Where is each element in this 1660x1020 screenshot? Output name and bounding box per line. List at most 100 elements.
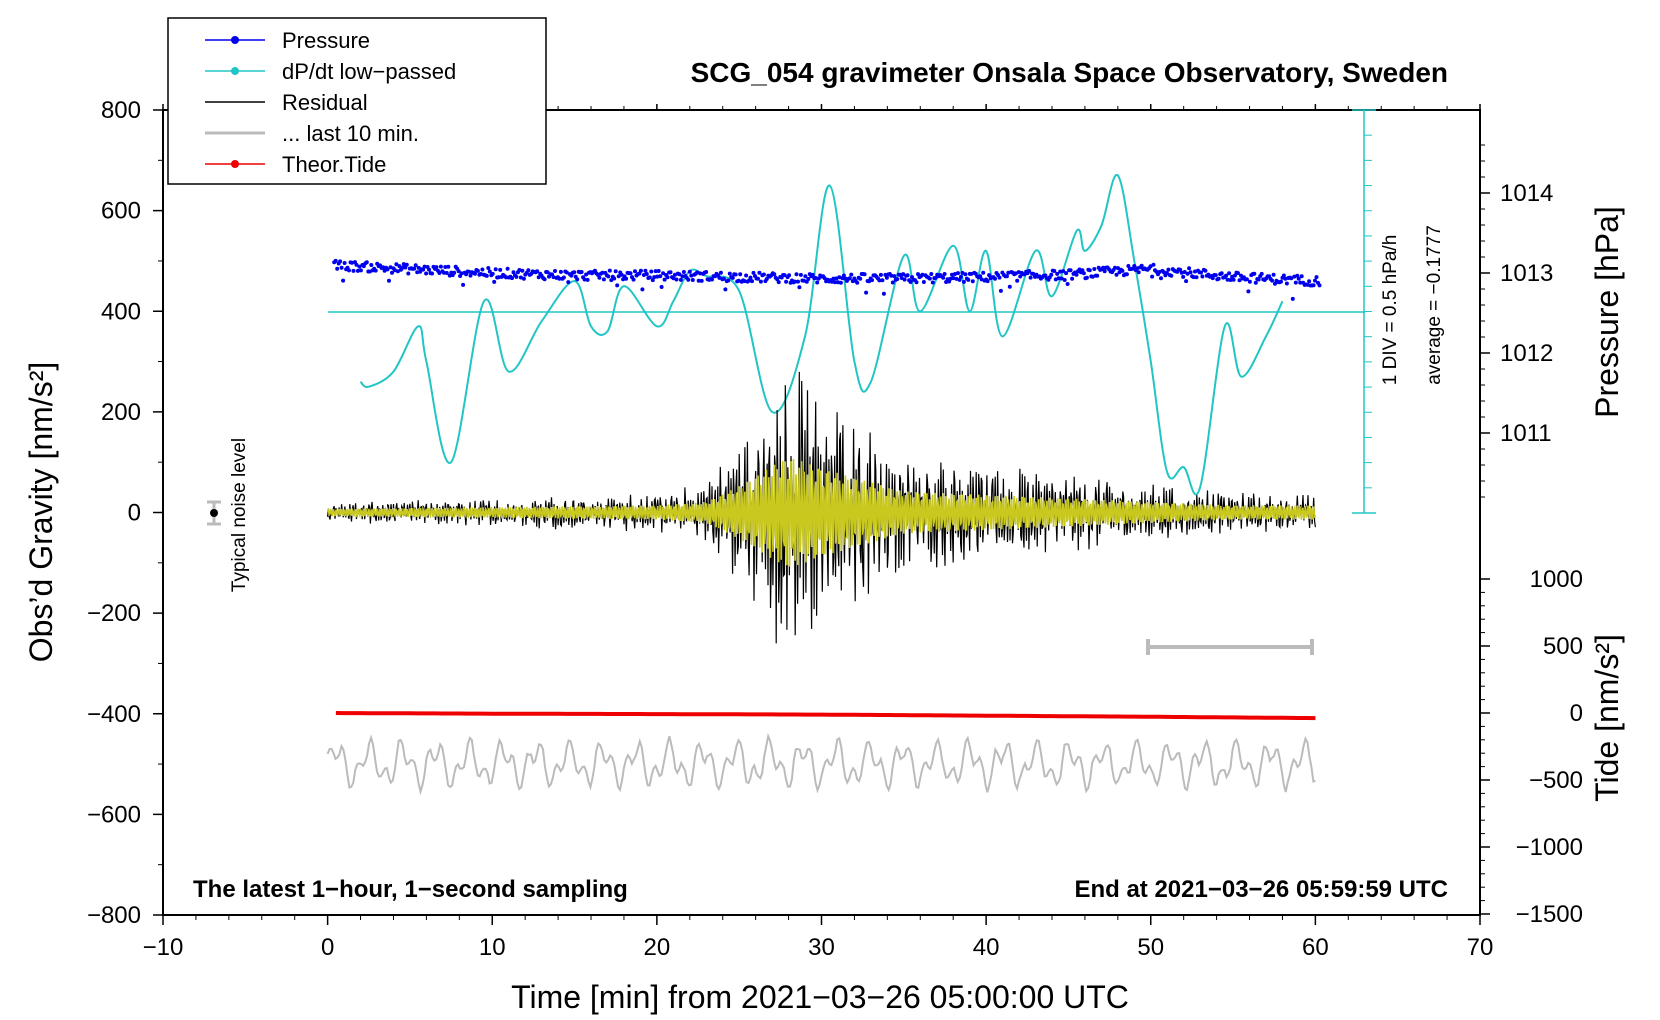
- pressure-point: [898, 272, 903, 277]
- pressure-point: [961, 279, 966, 284]
- pressure-point: [1139, 263, 1144, 268]
- pressure-point: [338, 259, 343, 264]
- pressure-point: [772, 272, 777, 277]
- pressure-point: [514, 274, 519, 279]
- pressure-point: [1290, 296, 1295, 301]
- pressure-point: [1200, 274, 1205, 279]
- pressure-point: [397, 264, 402, 269]
- pressure-point: [619, 272, 624, 277]
- pressure-point: [335, 266, 340, 271]
- pressure-point: [1015, 278, 1020, 283]
- pressure-point: [456, 269, 461, 274]
- pressure-point: [1006, 270, 1011, 275]
- pressure-point: [902, 277, 907, 282]
- pressure-point: [987, 273, 992, 278]
- pressure-point: [535, 269, 540, 274]
- pressure-point: [690, 278, 695, 282]
- pressure-point: [638, 268, 643, 273]
- pressure-point: [640, 287, 645, 292]
- pressure-point: [1227, 271, 1232, 276]
- pressure-point: [1062, 278, 1067, 282]
- pressure-point: [761, 272, 766, 277]
- pressure-point: [1270, 278, 1275, 283]
- pressure-point: [444, 271, 449, 275]
- x-tick-label: 50: [1137, 934, 1164, 961]
- pressure-point: [498, 267, 503, 272]
- pressure-point: [933, 275, 938, 280]
- data-layer: [326, 174, 1322, 796]
- pressure-point: [997, 275, 1002, 280]
- pressure-point: [1120, 268, 1125, 273]
- dpdt-div-ticks: [1364, 134, 1372, 489]
- pressure-point: [958, 274, 963, 279]
- x-tick-label: 10: [479, 934, 506, 961]
- pressure-point: [1181, 274, 1186, 279]
- pressure-point: [798, 272, 803, 277]
- pressure-point: [895, 277, 900, 282]
- pressure-point: [1225, 277, 1230, 282]
- legend-label: Theor.Tide: [282, 152, 386, 177]
- pressure-point: [434, 265, 439, 270]
- pressure-point: [957, 277, 962, 282]
- legend-marker: [231, 160, 239, 168]
- pressure-point: [584, 272, 589, 277]
- pressure-point: [927, 276, 932, 281]
- pressure-point: [956, 271, 960, 276]
- pressure-point: [492, 279, 497, 284]
- div-label: 1 DIV = 0.5 hPa/h: [1380, 235, 1401, 386]
- legend-box: [167, 17, 547, 185]
- pressure-point: [793, 279, 797, 284]
- pressure-point: [838, 280, 843, 285]
- pressure-point: [1256, 277, 1261, 282]
- pressure-point: [520, 268, 525, 273]
- pressure-point: [1124, 272, 1129, 277]
- y-tick-label: −400: [87, 701, 141, 728]
- legend-label: dP/dt low−passed: [282, 59, 456, 84]
- pressure-point: [858, 276, 863, 281]
- pressure-point: [1299, 274, 1304, 279]
- tide-line: [335, 711, 1316, 721]
- noise-level-label: Typical noise level: [229, 438, 250, 592]
- pressure-point: [677, 272, 682, 277]
- pressure-point: [880, 278, 885, 283]
- pressure-point: [624, 276, 629, 281]
- pressure-point: [647, 275, 652, 280]
- pressure-point: [1182, 270, 1187, 274]
- pressure-point: [628, 271, 633, 276]
- pressure-point: [796, 279, 800, 284]
- last-10-min-bar: [1146, 639, 1314, 655]
- pressure-point: [970, 279, 975, 284]
- pressure-point: [475, 268, 480, 273]
- pressure-point: [387, 278, 391, 283]
- pressure-point: [993, 276, 997, 281]
- pressure-point: [1169, 273, 1174, 278]
- pressure-point: [615, 283, 620, 288]
- pressure-point: [942, 272, 947, 276]
- pressure-point: [1244, 277, 1249, 282]
- pressure-point: [643, 268, 648, 273]
- pressure-point: [381, 265, 386, 270]
- pressure-point: [1004, 274, 1009, 279]
- pressure-point: [889, 273, 894, 278]
- pressure-point: [421, 267, 426, 272]
- pressure-point: [1056, 276, 1061, 281]
- pressure-point: [847, 276, 852, 281]
- pressure-point: [1305, 282, 1310, 287]
- pressure-point: [686, 277, 691, 282]
- pressure-point: [723, 287, 728, 292]
- pressure-point: [1317, 283, 1322, 288]
- pressure-point: [1136, 270, 1141, 275]
- pressure-point: [916, 272, 920, 277]
- pressure-point: [1049, 272, 1054, 277]
- pressure-point: [1116, 266, 1120, 271]
- pressure-point: [441, 270, 446, 275]
- pressure-point: [1061, 269, 1066, 274]
- pressure-point: [342, 261, 347, 265]
- pressure-point: [816, 276, 821, 281]
- pressure-point: [803, 274, 808, 279]
- x-tick-label: 20: [644, 934, 671, 961]
- pressure-point: [510, 276, 514, 281]
- pressure-point: [413, 263, 418, 268]
- pressure-point: [1224, 273, 1229, 278]
